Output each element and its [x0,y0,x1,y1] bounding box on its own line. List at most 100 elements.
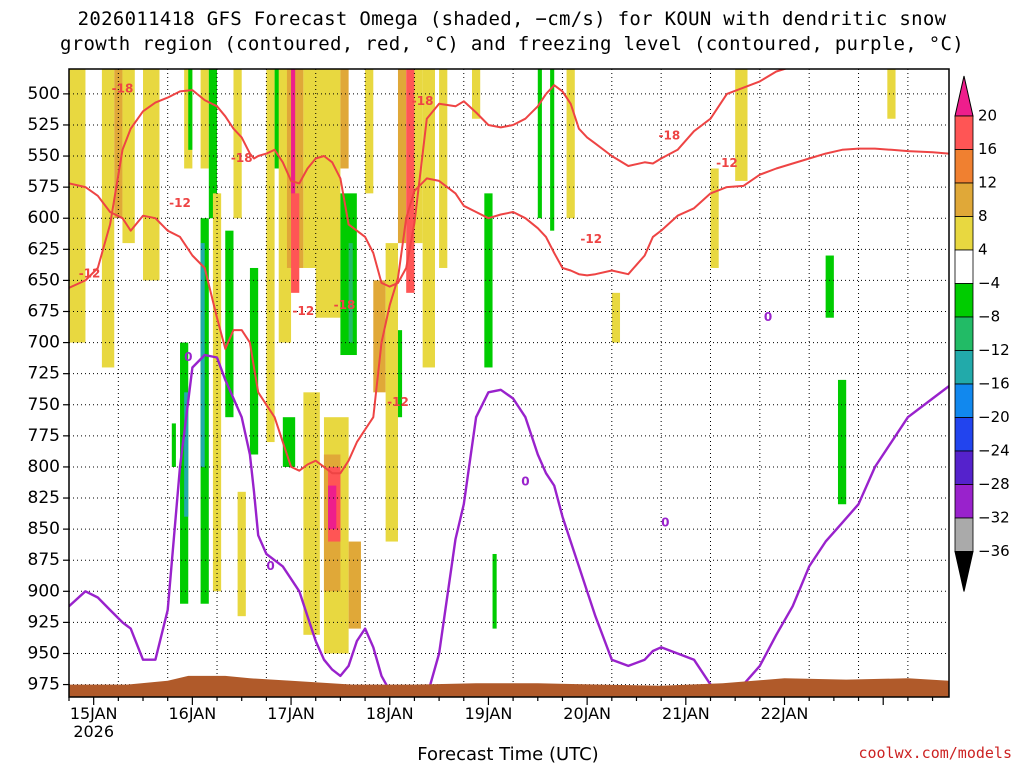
colorbar-label-6: −8 [978,308,1000,326]
omega-shaded-cell-23 [291,69,296,219]
colorbar-label-0: 20 [978,107,997,125]
omega-shaded-cell-35 [340,69,349,169]
omega-shaded-cell-41 [406,69,415,293]
colorbar-band-10 [954,450,974,485]
colorbar-bottom-arrow [954,551,974,592]
omega-shaded-cell-1 [101,69,115,368]
x-tick-label-18JAN: 18JAN [366,704,414,723]
omega-shaded-cell-37 [365,69,374,194]
omega-shaded-cell-53 [710,168,719,268]
y-tick-label-500: 500 [28,84,60,104]
omega-shaded-cell-7 [188,69,193,150]
omega-shaded-cell-18 [249,267,259,455]
omega-shaded-cell-13 [208,69,218,219]
y-tick-label-825: 825 [28,488,60,508]
omega-shaded-cell-39 [385,243,398,542]
contour-label-14: 0 [661,515,669,529]
colorbar-band-2 [954,182,974,217]
colorbar-label-2: 12 [978,174,997,192]
contour-label-0: -18 [112,81,134,95]
colorbar-label-12: −32 [978,509,1010,527]
omega-shaded-cell-17 [237,491,246,617]
contour-label-11: 0 [184,350,192,364]
omega-shaded-cell-3 [122,69,135,244]
dgz-minus18-contour [69,69,788,289]
colorbar-label-5: −4 [978,274,1000,292]
omega-shaded-cell-43 [414,69,423,244]
omega-shaded-cell-19 [266,69,275,443]
colorbar-label-10: −24 [978,442,1010,460]
omega-shaded-cell-2 [114,69,123,219]
colorbar-label-1: 16 [978,140,997,158]
dgz-minus12-contour [69,147,949,475]
colorbar-label-9: −20 [978,408,1010,426]
colorbar-band-1 [954,149,974,184]
y-tick-label-750: 750 [28,395,60,415]
omega-shaded-cell-46 [471,69,481,119]
contour-label-1: -18 [231,151,253,165]
omega-shaded-cell-24 [291,193,300,293]
x-tick-year-label: 2026 [73,722,114,741]
y-tick-label-625: 625 [28,239,60,259]
colorbar-label-11: −28 [978,475,1010,493]
terrain-fill [69,675,949,697]
omega-shaded-cell-12 [200,243,205,467]
plot-frame [68,68,950,698]
contour-label-5: -12 [79,267,101,281]
contour-label-6: -12 [169,196,191,210]
colorbar-label-13: −36 [978,542,1010,560]
omega-shaded-cell-27 [303,392,320,635]
omega-shaded-cell-55 [825,255,834,318]
x-tick-label-21JAN: 21JAN [662,704,710,723]
omega-shaded-cell-45 [439,69,448,268]
contour-label-13: 0 [521,474,529,488]
x-tick-label-19JAN: 19JAN [465,704,513,723]
contour-label-4: -18 [659,129,681,143]
contour-label-10: -12 [716,156,738,170]
y-tick-label-800: 800 [28,457,60,477]
x-tick-label-20JAN: 20JAN [563,704,611,723]
y-tick-label-950: 950 [28,643,60,663]
omega-shaded-cell-16 [233,69,242,219]
chart-title-line-1: 2026011418 GFS Forecast Omega (shaded, −… [77,8,947,30]
omega-shaded-cell-42 [397,330,403,418]
contour-label-16: 0 [764,310,772,324]
y-tick-label-650: 650 [28,270,60,290]
contour-label-8: -12 [387,395,409,409]
omega-shaded-cell-10 [184,392,189,517]
source-credit[interactable]: coolwx.com/models [858,744,1012,762]
y-tick-label-875: 875 [28,550,60,570]
omega-shaded-cell-48 [492,553,497,629]
omega-shaded-cell-38 [373,280,386,393]
y-tick-label-600: 600 [28,208,60,228]
colorbar-band-9 [954,417,974,452]
omega-shaded-cell-40 [397,69,407,244]
y-tick-label-700: 700 [28,333,60,353]
colorbar-band-7 [954,350,974,385]
colorbar-band-11 [954,484,974,519]
colorbar-band-8 [954,383,974,418]
y-tick-label-925: 925 [28,612,60,632]
colorbar-label-8: −16 [978,375,1010,393]
colorbar-band-3 [954,216,974,251]
y-tick-label-525: 525 [28,115,60,135]
omega-shaded-cell-57 [887,69,896,119]
y-tick-label-900: 900 [28,581,60,601]
omega-shaded-cell-34 [348,243,353,343]
omega-shaded-cell-15 [225,230,234,418]
omega-shaded-cell-0 [69,69,86,343]
omega-shaded-cell-4 [143,69,160,281]
y-tick-label-975: 975 [28,675,60,695]
colorbar-top-arrow [954,75,974,117]
contour-label-3: -18 [412,94,434,108]
colorbar-band-0 [954,115,974,150]
omega-shaded-cell-6 [200,69,209,169]
omega-shaded-cell-47 [484,193,493,368]
omega-shaded-cell-52 [611,292,621,343]
x-axis-label: Forecast Time (UTC) [417,744,599,765]
contour-label-7: -12 [293,304,315,318]
omega-shaded-cell-51 [566,69,575,219]
x-tick-label-16JAN: 16JAN [169,704,217,723]
y-tick-label-725: 725 [28,364,60,384]
